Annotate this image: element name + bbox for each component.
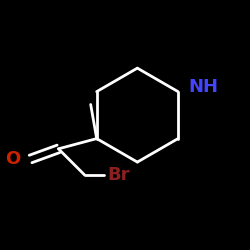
Text: O: O (6, 150, 21, 168)
Text: Br: Br (107, 166, 130, 184)
Text: NH: NH (188, 78, 218, 96)
